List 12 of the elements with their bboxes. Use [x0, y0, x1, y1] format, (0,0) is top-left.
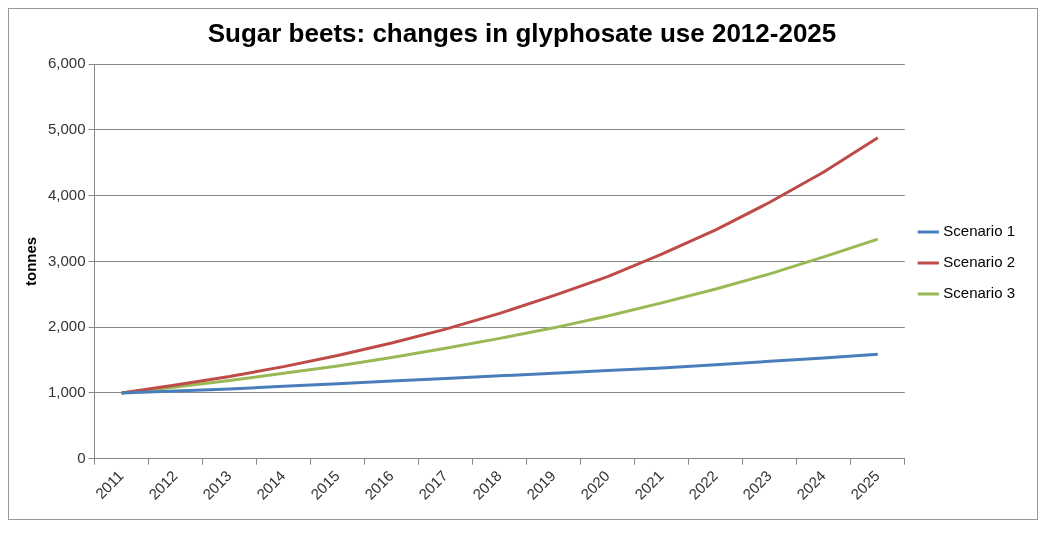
y-tick-label: 6,000: [47, 54, 86, 72]
legend-label: Scenario 1: [943, 222, 1016, 240]
y-tick-label: 3,000: [47, 251, 86, 269]
legend-label: Scenario 2: [943, 253, 1016, 271]
legend-label: Scenario 3: [943, 284, 1016, 302]
y-tick-label: 5,000: [47, 120, 86, 138]
y-tick-label: 4,000: [47, 185, 86, 203]
y-tick-label: 2,000: [47, 317, 86, 335]
y-axis-title: tonnes: [22, 236, 40, 287]
y-tick-label: 1,000: [47, 383, 86, 401]
chart-title: Sugar beets: changes in glyphosate use 2012-2025: [207, 17, 837, 48]
y-tick-label: 0: [77, 448, 86, 466]
